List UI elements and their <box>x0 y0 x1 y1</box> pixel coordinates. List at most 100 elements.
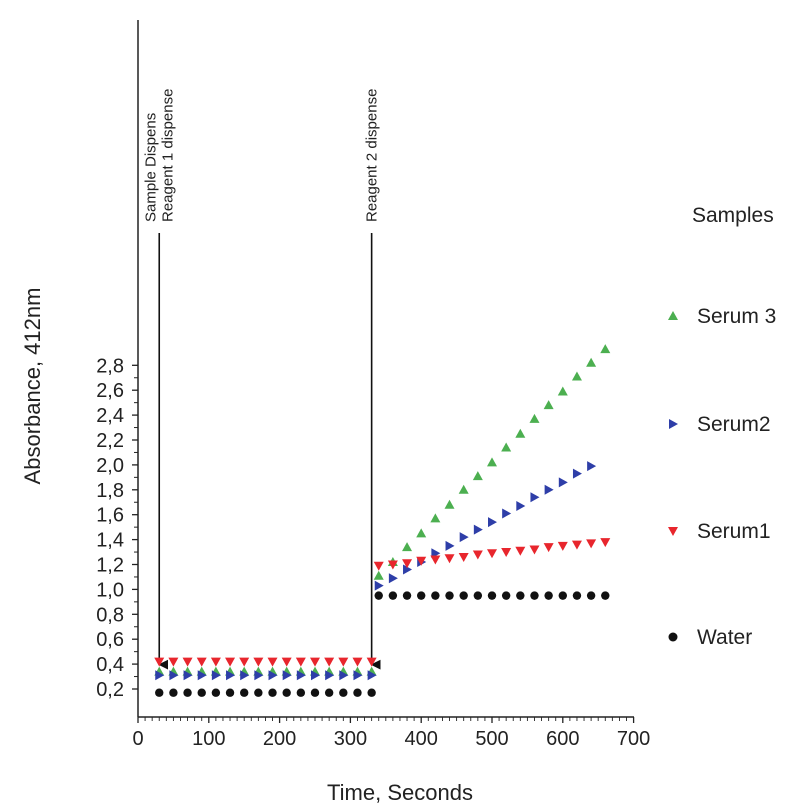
data-point <box>339 688 348 697</box>
y-tick-label: 0,8 <box>96 604 124 626</box>
annotation-label: Reagent 1 dispense <box>160 89 177 222</box>
data-point <box>353 670 363 681</box>
y-tick-label: 2,0 <box>96 455 124 477</box>
legend: Samples Serum 3 Serum2 Serum1 Water <box>668 204 776 649</box>
data-point <box>530 492 540 503</box>
data-point <box>487 549 497 559</box>
data-point <box>254 670 264 681</box>
data-point <box>353 688 362 697</box>
data-point <box>417 591 426 600</box>
data-point <box>544 484 554 495</box>
data-point <box>459 591 468 600</box>
data-point <box>310 688 320 697</box>
data-point <box>268 670 278 681</box>
data-point <box>211 688 221 697</box>
data-point <box>282 688 291 697</box>
data-point <box>240 688 249 697</box>
x-tick-label: 100 <box>192 728 225 750</box>
data-point <box>325 670 335 681</box>
data-point <box>530 591 539 600</box>
data-point <box>586 357 597 367</box>
data-point <box>367 688 376 697</box>
data-point <box>296 670 306 681</box>
data-point <box>601 591 610 600</box>
data-point <box>544 591 553 600</box>
data-point <box>571 371 582 381</box>
data-point <box>373 570 384 580</box>
data-point <box>239 657 250 667</box>
data-point <box>197 688 206 697</box>
x-tick-label: 300 <box>334 728 367 750</box>
x-axis-ticks: 0 100 200 300 400 500 600 700 <box>132 717 650 750</box>
data-point <box>296 688 306 697</box>
y-axis-title: Absorbance, 412nm <box>20 288 45 485</box>
y-axis-ticks: 0,2 0,4 0,6 0,8 1,01,2 1,4 1,6 1,8 2,0 2,2 2,4 2,6 2… <box>96 355 138 701</box>
x-tick-label: 600 <box>546 728 579 750</box>
data-point <box>472 550 483 560</box>
data-points <box>154 344 611 697</box>
data-point <box>168 657 179 667</box>
data-point <box>339 670 349 681</box>
data-point <box>502 508 512 519</box>
data-point <box>586 591 596 600</box>
data-point <box>155 670 165 681</box>
y-tick-label: 0,6 <box>96 629 124 651</box>
data-point <box>430 555 441 565</box>
data-point <box>373 561 384 571</box>
data-point <box>403 564 413 575</box>
data-point <box>515 428 526 438</box>
data-point <box>473 524 483 535</box>
data-point <box>295 657 306 667</box>
series-serum-3 <box>154 344 611 676</box>
data-point <box>487 457 497 467</box>
data-point <box>600 538 611 548</box>
data-point <box>374 591 383 600</box>
data-point <box>430 513 441 523</box>
x-axis-title: Time, Seconds <box>327 780 473 805</box>
data-point <box>458 484 469 494</box>
series-serum2 <box>155 461 597 681</box>
data-point <box>600 344 611 354</box>
data-point <box>516 591 525 600</box>
data-point <box>586 539 597 549</box>
data-point <box>529 413 540 423</box>
data-point <box>529 545 540 555</box>
axes <box>137 20 634 718</box>
data-point <box>487 591 497 600</box>
data-point <box>210 657 221 667</box>
data-point <box>388 573 398 584</box>
data-point <box>516 500 526 511</box>
series-serum1 <box>154 538 611 667</box>
x-tick-label: 0 <box>132 728 143 750</box>
legend-label: Serum 3 <box>697 305 776 328</box>
data-point <box>501 591 511 600</box>
x-tick-label: 500 <box>475 728 508 750</box>
data-point <box>211 670 221 681</box>
y-tick-label: 1,6 <box>96 505 124 527</box>
data-point <box>324 688 334 697</box>
y-tick-label: 1,8 <box>96 480 124 502</box>
data-point <box>416 528 427 538</box>
data-point <box>587 461 597 472</box>
series-water <box>155 591 610 697</box>
data-point <box>402 591 412 600</box>
data-point <box>571 540 582 550</box>
data-point <box>197 670 207 681</box>
data-point <box>311 670 320 681</box>
annotations: Sample Dispens Reagent 1 dispense Reagent … <box>143 89 381 670</box>
data-point <box>253 657 264 667</box>
data-point <box>473 591 483 600</box>
y-tick-label: 2,4 <box>96 405 124 427</box>
data-point <box>182 657 193 667</box>
data-point <box>366 657 377 667</box>
data-point <box>543 400 554 410</box>
data-point <box>268 688 277 697</box>
data-point <box>572 591 582 600</box>
legend-title: Samples <box>692 204 774 227</box>
legend-marker <box>668 632 678 642</box>
legend-marker <box>668 527 678 536</box>
y-tick-label: 2,2 <box>96 430 124 452</box>
legend-label: Serum2 <box>697 413 771 436</box>
data-point <box>169 688 178 697</box>
